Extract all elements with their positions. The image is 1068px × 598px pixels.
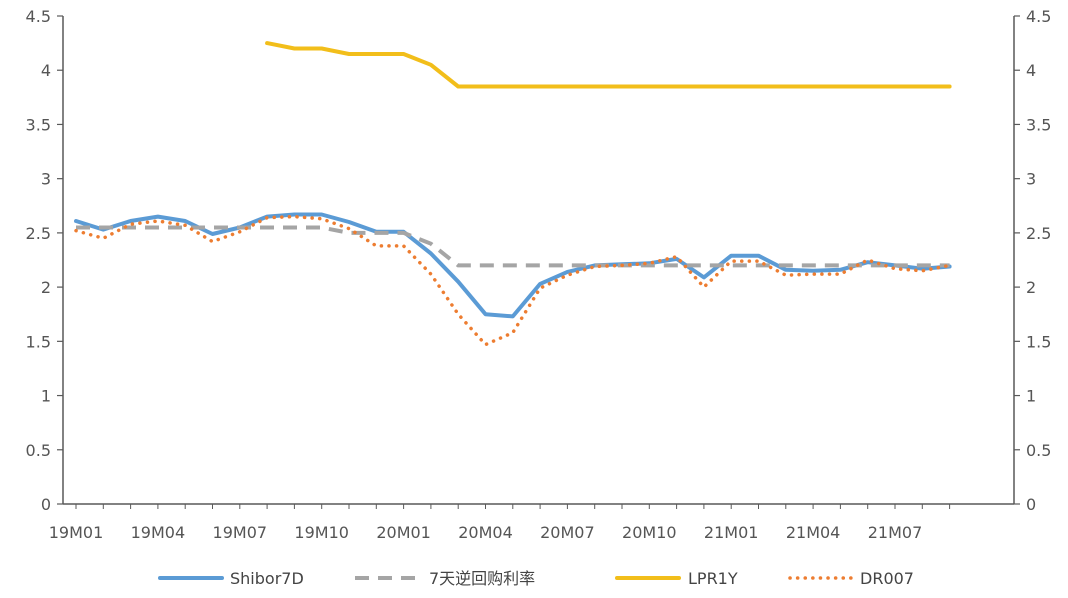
y-tick-label-right: 0.5 xyxy=(1026,441,1051,460)
series-line-3 xyxy=(74,214,952,347)
x-tick-label: 19M04 xyxy=(131,523,186,542)
x-tick-label: 21M07 xyxy=(868,523,923,542)
y-tick-label-left: 1 xyxy=(41,387,51,406)
y-tick-label-right: 1 xyxy=(1026,387,1036,406)
series-layer xyxy=(74,41,952,347)
series-line-0 xyxy=(74,212,952,319)
y-tick-label-left: 2 xyxy=(41,278,51,297)
x-tick-label: 19M10 xyxy=(294,523,349,542)
legend-label-0: Shibor7D xyxy=(230,569,304,588)
y-tick-label-right: 2.5 xyxy=(1026,224,1051,243)
x-tick-label: 20M07 xyxy=(540,523,595,542)
y-tick-label-left: 1.5 xyxy=(26,332,51,351)
y-tick-label-left: 3.5 xyxy=(26,115,51,134)
y-tick-label-left: 0 xyxy=(41,495,51,514)
legend: Shibor7D 7天逆回购利率 LPR1Y DR007 xyxy=(158,569,914,588)
legend-label-3: DR007 xyxy=(860,569,914,588)
y-tick-label-right: 1.5 xyxy=(1026,332,1051,351)
y-tick-label-right: 3 xyxy=(1026,170,1036,189)
y-tick-label-left: 0.5 xyxy=(26,441,51,460)
x-tick-label: 19M01 xyxy=(49,523,104,542)
legend-label-1: 7天逆回购利率 xyxy=(429,569,535,588)
y-tick-label-right: 0 xyxy=(1026,495,1036,514)
y-tick-label-left: 4.5 xyxy=(26,7,51,26)
y-tick-label-left: 3 xyxy=(41,170,51,189)
y-tick-label-right: 3.5 xyxy=(1026,115,1051,134)
x-tick-label: 20M04 xyxy=(458,523,513,542)
x-tick-label: 20M10 xyxy=(622,523,677,542)
y-tick-label-right: 4 xyxy=(1026,61,1036,80)
series-line-1 xyxy=(76,225,950,268)
x-tick-label: 21M04 xyxy=(786,523,841,542)
y-tick-label-left: 4 xyxy=(41,61,51,80)
x-tick-label: 21M01 xyxy=(704,523,759,542)
y-tick-label-right: 2 xyxy=(1026,278,1036,297)
y-tick-label-right: 4.5 xyxy=(1026,7,1051,26)
x-tick-label: 20M01 xyxy=(376,523,431,542)
y-tick-label-left: 2.5 xyxy=(26,224,51,243)
series-line-2 xyxy=(265,41,952,89)
axes: 0 0 0.5 0.5 1 1 1.5 1.5 2 2 2.5 2.5 3 3 3.5 3.5 4 4 4.5 4.5… xyxy=(26,7,1052,542)
x-tick-label: 19M07 xyxy=(213,523,268,542)
legend-label-2: LPR1Y xyxy=(688,569,738,588)
